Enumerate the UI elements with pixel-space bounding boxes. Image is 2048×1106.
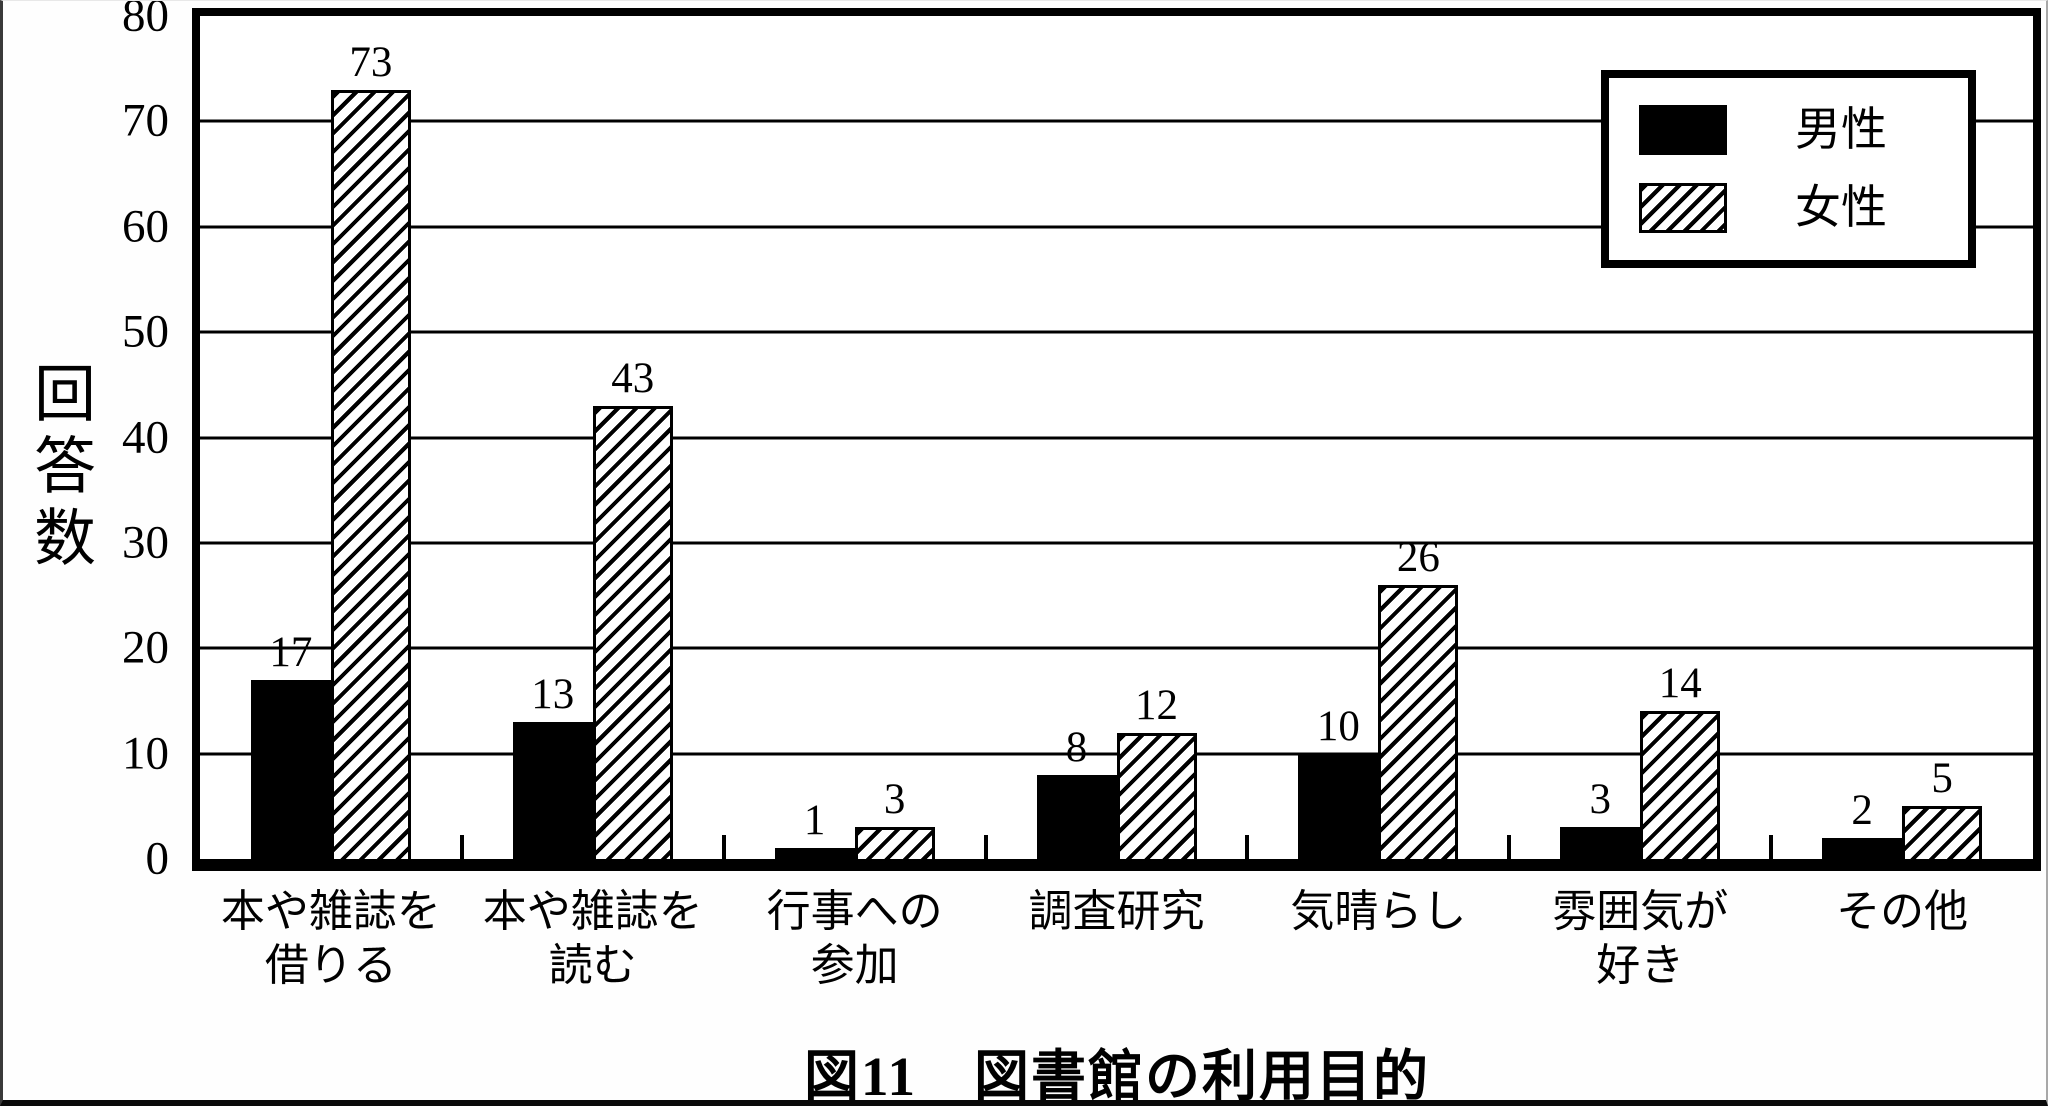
category-boundary-tick xyxy=(459,835,464,859)
category-ticks xyxy=(200,16,2033,859)
bar-female: 5 xyxy=(1902,757,1983,859)
legend-item-male: 男性 xyxy=(1639,104,1968,156)
gridline-30 xyxy=(200,541,2033,545)
bar-group: 3 14 xyxy=(1509,16,1771,859)
legend: 男性 女性 xyxy=(1601,70,1976,268)
y-axis-ticks: 0 10 20 30 40 50 60 70 80 xyxy=(3,1,181,882)
bar-female: 3 xyxy=(854,778,935,859)
bar-female: 14 xyxy=(1640,662,1721,859)
bar-male: 3 xyxy=(1560,778,1641,859)
plot-inner: 17 73 13 43 1 3 8 12 10 26 3 14 2 5 男性 女性 xyxy=(200,16,2033,859)
x-label-line1: 雰囲気が xyxy=(1552,887,1729,936)
legend-label-female: 女性 xyxy=(1795,181,1887,233)
x-label-line1: 行事への xyxy=(766,887,943,936)
x-label-line1: その他 xyxy=(1836,887,1969,936)
gridline-70 xyxy=(200,119,2033,123)
bar-male: 8 xyxy=(1036,726,1117,859)
bar-value-label: 5 xyxy=(1931,755,1953,803)
legend-swatch-female-hatch xyxy=(1639,182,1727,233)
x-label-line2: 好き xyxy=(1596,941,1685,990)
gridline-40 xyxy=(200,436,2033,439)
category-boundary-tick xyxy=(721,835,726,859)
y-tick-label-80: 80 xyxy=(122,0,169,42)
bar-value-label: 3 xyxy=(883,776,906,824)
legend-item-female: 女性 xyxy=(1639,181,1968,233)
bar-groups: 17 73 13 43 1 3 8 12 10 26 3 14 2 5 xyxy=(200,16,2033,859)
bar-value-label: 26 xyxy=(1396,534,1440,582)
bar-male: 13 xyxy=(512,673,593,859)
x-axis-category-label: 本や雑誌を 読む xyxy=(462,885,724,993)
bar-group: 13 43 xyxy=(462,16,724,859)
x-label-line1: 本や雑誌を xyxy=(220,887,441,936)
bar-female: 12 xyxy=(1116,684,1197,859)
bar-value-label: 1 xyxy=(803,797,826,845)
category-boundary-tick xyxy=(1507,835,1512,859)
x-axis-category-label: その他 xyxy=(1771,885,2033,993)
x-label-line1: 調査研究 xyxy=(1028,887,1205,936)
bar-value-label: 10 xyxy=(1316,702,1360,750)
gridline-50 xyxy=(200,330,2033,334)
x-label-line1: 気晴らし xyxy=(1290,887,1467,936)
category-boundary-tick xyxy=(1245,835,1250,859)
bar-value-label: 14 xyxy=(1658,660,1702,708)
x-label-line1: 本や雑誌を xyxy=(482,887,703,936)
y-tick-label-70: 70 xyxy=(122,94,169,147)
bar-value-label: 12 xyxy=(1135,681,1178,729)
y-tick-label-0: 0 xyxy=(145,832,170,885)
figure-caption: 図11 図書館の利用目的 xyxy=(804,1046,1430,1106)
bar-value-label: 13 xyxy=(531,671,575,719)
category-boundary-tick xyxy=(983,835,988,859)
plot-area: 17 73 13 43 1 3 8 12 10 26 3 14 2 5 男性 女性 xyxy=(192,8,2041,871)
legend-swatch-male-solid xyxy=(1639,105,1727,156)
bar-group: 17 73 xyxy=(200,16,462,859)
x-label-line2: 借りる xyxy=(264,941,397,990)
bar-group: 10 26 xyxy=(1247,16,1509,859)
bar-male: 17 xyxy=(250,631,331,859)
bar-group: 8 12 xyxy=(986,16,1248,859)
x-label-line2: 読む xyxy=(548,941,637,990)
x-axis-labels: 本や雑誌を 借りる 本や雑誌を 読む 行事への 参加 調査研究 気晴らし 雰囲気が 好き その他 xyxy=(200,885,2033,993)
category-boundary-tick xyxy=(1769,835,1774,859)
y-tick-label-50: 50 xyxy=(122,305,169,358)
bar-value-label: 2 xyxy=(1851,786,1873,834)
x-axis-category-label: 本や雑誌を 借りる xyxy=(200,885,462,993)
legend-label-male: 男性 xyxy=(1795,104,1887,156)
bar-value-label: 3 xyxy=(1589,776,1611,824)
x-axis-category-label: 雰囲気が 好き xyxy=(1509,885,1771,993)
x-axis-category-label: 気晴らし xyxy=(1247,885,1509,993)
y-tick-label-40: 40 xyxy=(122,411,169,463)
x-label-line2: 参加 xyxy=(810,941,899,990)
y-tick-label-20: 20 xyxy=(122,621,169,674)
bar-value-label: 43 xyxy=(611,354,655,402)
bar-female: 43 xyxy=(592,357,673,859)
y-axis-title: 回答数 xyxy=(24,361,92,577)
bar-male: 1 xyxy=(774,799,855,859)
gridline-20 xyxy=(200,646,2033,650)
gridline-60 xyxy=(200,225,2033,229)
bar-male: 2 xyxy=(1822,789,1903,859)
bar-value-label: 73 xyxy=(349,38,393,86)
bar-female: 26 xyxy=(1378,536,1459,859)
y-tick-label-30: 30 xyxy=(122,516,169,569)
bar-male: 10 xyxy=(1298,705,1379,859)
y-tick-label-10: 10 xyxy=(122,727,169,780)
x-axis-category-label: 行事への 参加 xyxy=(724,885,986,993)
bar-female: 73 xyxy=(330,41,411,859)
y-tick-label-60: 60 xyxy=(122,200,169,253)
x-axis-category-label: 調査研究 xyxy=(986,885,1248,993)
bar-value-label: 17 xyxy=(269,628,313,676)
bar-value-label: 8 xyxy=(1065,723,1088,771)
